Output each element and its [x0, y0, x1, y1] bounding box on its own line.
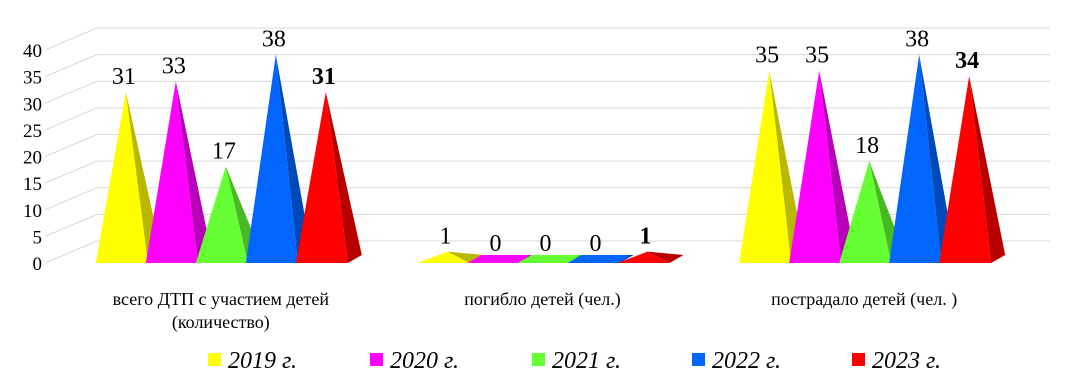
legend: 2019 г. 2020 г. 2021 г. 2022 г. 2023 г.: [208, 348, 941, 374]
bar-front: [889, 54, 942, 264]
grid-diag: [44, 54, 98, 78]
bar-front: [739, 70, 792, 263]
bar-flat: [567, 255, 634, 263]
bar: [295, 91, 362, 263]
bar-front: [617, 251, 670, 263]
bar-flat: [517, 255, 584, 263]
bar-side: [819, 70, 856, 263]
legend-label: 2023 г.: [872, 348, 941, 374]
legend-label: 2019 г.: [228, 348, 297, 374]
data-label: 33: [162, 53, 186, 79]
data-label: 38: [905, 27, 929, 53]
legend-item: 2023 г.: [852, 348, 941, 374]
bar-front: [839, 161, 892, 263]
category-label: пострадало детей (чел. ): [771, 289, 957, 310]
data-label: 0: [590, 231, 602, 257]
data-label: 17: [212, 138, 236, 164]
bar: [95, 91, 162, 263]
bar: [789, 70, 856, 263]
bar-front: [195, 166, 248, 263]
data-label: 38: [262, 27, 286, 53]
data-label: 34: [955, 48, 979, 74]
category-label: погибло детей (чел.): [464, 289, 621, 310]
grid-diag: [44, 187, 98, 211]
data-label: 18: [855, 133, 879, 159]
category-label: всего ДТП с участием детей (количество): [113, 289, 330, 333]
grid-diag: [44, 240, 98, 264]
data-label: 0: [540, 231, 552, 257]
data-label: 31: [312, 64, 336, 90]
bar-front: [417, 251, 470, 263]
bars: [95, 54, 1006, 264]
y-tick-label: 0: [33, 254, 43, 275]
bar: [245, 54, 312, 264]
bar-side: [647, 251, 684, 263]
legend-swatch: [852, 353, 865, 366]
y-tick-label: 25: [23, 121, 42, 142]
y-tick-label: 10: [23, 201, 42, 222]
data-label: 35: [805, 43, 829, 69]
bar-front: [95, 91, 148, 263]
data-label: 1: [440, 224, 452, 250]
data-label: 1: [640, 224, 652, 250]
bar-side: [175, 81, 212, 264]
grid-diag: [44, 107, 98, 131]
legend-swatch: [208, 353, 221, 366]
bar-side: [125, 91, 162, 263]
bar-flat: [467, 255, 534, 263]
y-tick-label: 20: [23, 148, 42, 169]
y-axis-ticks: 0 5 10 15 20 25 30 35 40: [23, 41, 42, 275]
data-label: 35: [755, 43, 779, 69]
bar-side: [919, 54, 956, 264]
bar-front: [295, 91, 348, 263]
legend-label: 2022 г.: [712, 348, 781, 374]
legend-item: 2021 г.: [532, 348, 621, 374]
y-tick-label: 30: [23, 94, 42, 115]
grid-diag: [44, 27, 98, 51]
bar-side: [969, 75, 1006, 263]
grid-diag: [44, 134, 98, 157]
bar: [617, 251, 684, 263]
bar-side: [447, 251, 484, 263]
bar-front: [939, 75, 992, 263]
grid-lines: [44, 27, 1050, 264]
bar-front: [245, 54, 298, 264]
grid-diag: [44, 160, 98, 184]
legend-swatch: [370, 353, 383, 366]
legend-label: 2020 г.: [390, 348, 459, 374]
bar-front: [145, 81, 198, 264]
y-tick-label: 15: [23, 174, 42, 195]
grid-diag: [44, 213, 98, 237]
grid-diag: [44, 80, 98, 104]
legend-item: 2022 г.: [692, 348, 781, 374]
legend-label: 2021 г.: [552, 348, 621, 374]
bar: [417, 251, 484, 263]
legend-item: 2020 г.: [370, 348, 459, 374]
y-tick-label: 5: [33, 227, 43, 248]
bar: [889, 54, 956, 264]
legend-swatch: [692, 353, 705, 366]
y-tick-label: 35: [23, 68, 42, 89]
bar: [739, 70, 806, 263]
bar-side: [275, 54, 312, 264]
bar-side: [325, 91, 362, 263]
legend-item: 2019 г.: [208, 348, 297, 374]
bar-front: [789, 70, 842, 263]
y-tick-label: 40: [23, 41, 42, 62]
legend-swatch: [532, 353, 545, 366]
category-labels: всего ДТП с участием детей (количество) по…: [113, 289, 958, 333]
bar: [145, 81, 212, 264]
data-labels: 31 33 17 38 31 1 0 0 0 1 35 35 18 38 34: [112, 27, 979, 257]
data-label: 31: [112, 64, 136, 90]
data-label: 0: [490, 231, 502, 257]
bar-side: [769, 70, 806, 263]
bar: [939, 75, 1006, 263]
